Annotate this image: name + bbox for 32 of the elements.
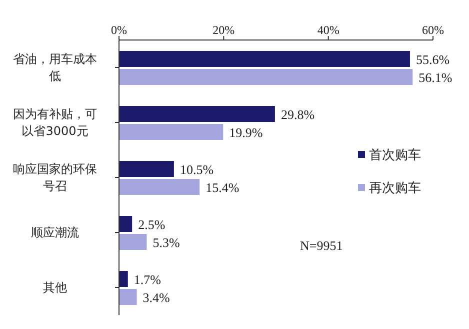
annotation: N=9951 <box>300 238 343 254</box>
bar <box>119 69 413 85</box>
data-label: 5.3% <box>152 235 180 250</box>
bar <box>119 179 200 195</box>
bar <box>119 234 147 250</box>
bar <box>119 51 410 67</box>
x-tick-label: 60% <box>422 23 444 37</box>
y-tick-label: 其他 <box>43 280 67 294</box>
data-label: 2.5% <box>138 217 166 232</box>
y-tick-label: 省油，用车成本低 <box>13 52 97 83</box>
bar <box>119 124 224 140</box>
data-label: 55.6% <box>416 52 450 67</box>
bar <box>119 161 174 177</box>
data-label: 19.9% <box>229 125 263 140</box>
x-tick-label: 40% <box>317 23 340 37</box>
y-tick-label: 顺应潮流 <box>31 226 79 240</box>
legend-label: 首次购车 <box>369 146 421 164</box>
bar <box>119 289 137 305</box>
data-label: 15.4% <box>206 180 240 195</box>
x-tick-label: 0% <box>111 23 127 37</box>
bar <box>119 271 128 287</box>
data-label: 3.4% <box>142 290 170 305</box>
bar <box>119 216 132 232</box>
y-tick-label: 响应国家的环保号召 <box>13 162 97 193</box>
y-tick-label: 因为有补贴，可以省3000元 <box>13 107 97 138</box>
legend-label: 再次购车 <box>369 180 421 196</box>
data-label: 29.8% <box>280 107 315 122</box>
x-tick-label: 20% <box>212 23 235 37</box>
data-label: 56.1% <box>418 70 452 85</box>
data-label: 10.5% <box>180 162 214 177</box>
data-label: 1.7% <box>134 272 162 287</box>
bar <box>119 106 275 122</box>
